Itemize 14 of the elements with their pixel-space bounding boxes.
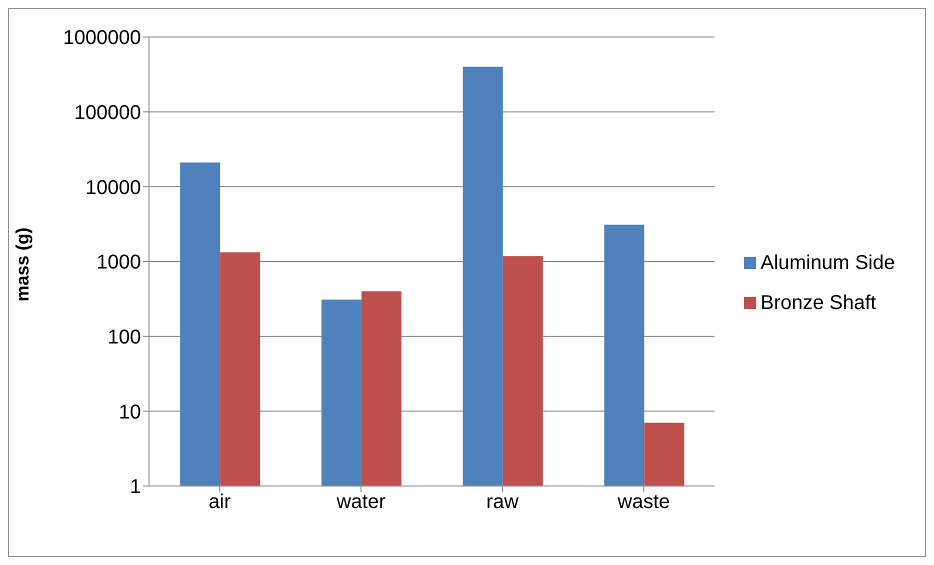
x-tick-label: air [208,491,232,514]
y-tick-label: 100000 [74,102,141,124]
y-tick-label: 10000 [85,176,141,199]
legend-label: Aluminum Side [760,252,895,274]
y-axis-title: mass (g) [12,227,32,302]
y-tick-label: 1 [130,476,141,498]
legend-label: Bronze Shaft [760,292,876,314]
x-tick-label: raw [486,491,520,514]
x-tick-label: water [336,491,386,514]
y-tick-label: 10 [118,401,141,424]
y-tick-label: 1000000 [63,27,141,50]
y-tick-label: 100 [108,326,141,348]
y-tick-label: 1000 [96,252,141,274]
x-tick-label: waste [616,491,670,514]
